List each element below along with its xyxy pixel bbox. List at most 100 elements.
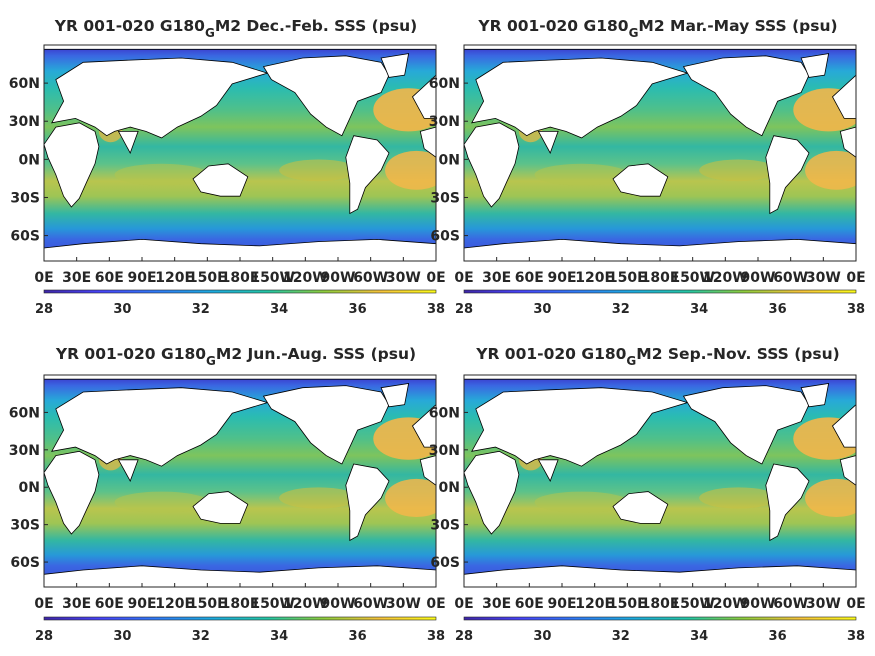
colorbar-tick-label: 32 [192, 302, 210, 317]
x-tick-label: 150W [250, 596, 295, 612]
land-africa [44, 450, 100, 535]
x-tick-label: 30E [482, 596, 511, 612]
x-tick-label: 120W [283, 270, 328, 286]
x-tick-label: 150W [670, 270, 715, 286]
land-greenland [380, 53, 410, 78]
y-tick-label: 60S [10, 555, 40, 571]
land-greenland [800, 53, 830, 78]
x-tick-label: 150W [670, 596, 715, 612]
colorbar [463, 289, 857, 294]
land-arctic_n [44, 45, 436, 50]
land-mask [44, 375, 436, 587]
colorbar [43, 616, 437, 621]
y-tick-label: 60N [429, 76, 460, 92]
colorbar [463, 616, 857, 621]
land-europe_w [831, 404, 856, 448]
land-samerica [765, 463, 810, 542]
y-tick-label: 30N [429, 114, 460, 130]
x-tick-label: 120E [155, 270, 194, 286]
land-mask [44, 45, 436, 261]
colorbar-tick-label: 34 [690, 629, 708, 644]
x-tick-label: 0E [426, 596, 445, 612]
panel-4: YR 001-020 G180GM2 Sep.-Nov. SSS (psu) 60… [429, 345, 866, 644]
x-tick-label: 30E [482, 270, 511, 286]
colorbar-tick-label: 28 [455, 629, 473, 644]
x-tick-label: 0E [454, 270, 473, 286]
x-tick-label: 120W [703, 270, 748, 286]
land-europe_w [411, 404, 436, 448]
land-mask [464, 45, 856, 261]
land-africa_e [419, 126, 436, 158]
colorbar-tick-label: 32 [192, 629, 210, 644]
land-namerica [682, 55, 810, 137]
x-tick-label: 90W [321, 596, 356, 612]
land-africa [44, 122, 100, 208]
x-tick-label: 90E [547, 270, 576, 286]
colorbar-tick-label: 28 [35, 629, 53, 644]
colorbar-tick-label: 36 [769, 302, 787, 317]
land-india [537, 130, 559, 154]
land-antarctica [44, 238, 436, 261]
land-greenland [380, 383, 410, 408]
panel-title: YR 001-020 G180GM2 Jun.-Aug. SSS (psu) [55, 345, 416, 368]
y-tick-label: 60S [430, 229, 460, 245]
colorbar-tick-label: 38 [847, 302, 865, 317]
x-tick-label: 90E [127, 596, 156, 612]
colorbar-tick-label: 30 [533, 302, 551, 317]
colorbar-tick-label: 30 [113, 629, 131, 644]
colorbar-tick-label: 30 [113, 302, 131, 317]
x-tick-label: 60E [515, 270, 544, 286]
x-tick-label: 150E [608, 596, 647, 612]
colorbar-tick-label: 36 [349, 629, 367, 644]
y-tick-label: 30N [9, 114, 40, 130]
y-tick-label: 0N [19, 152, 40, 168]
colorbar-tick-label: 30 [533, 629, 551, 644]
x-tick-label: 30W [806, 270, 841, 286]
land-africa [464, 450, 520, 535]
land-eurasia [51, 57, 269, 139]
panel-2: YR 001-020 G180GM2 Mar.-May SSS (psu) 60N… [429, 17, 866, 317]
land-antarctica [464, 238, 856, 261]
land-africa [464, 122, 520, 208]
y-tick-label: 0N [19, 480, 40, 496]
land-arctic_n [464, 45, 856, 50]
x-tick-label: 0E [34, 270, 53, 286]
x-tick-label: 120E [155, 596, 194, 612]
land-india [537, 459, 559, 482]
land-australia [192, 491, 249, 524]
x-tick-label: 0E [846, 270, 865, 286]
x-tick-label: 90E [547, 596, 576, 612]
x-tick-label: 150E [188, 596, 227, 612]
salinity-patches [98, 88, 436, 190]
x-tick-label: 120E [575, 270, 614, 286]
land-australia [192, 163, 249, 197]
land-eurasia [51, 387, 269, 467]
colorbar-tick-label: 38 [427, 302, 445, 317]
panel-title: YR 001-020 G180GM2 Mar.-May SSS (psu) [477, 17, 837, 40]
y-tick-label: 60S [430, 555, 460, 571]
x-tick-label: 180E [641, 270, 680, 286]
land-namerica [262, 385, 390, 465]
colorbar-tick-label: 36 [769, 629, 787, 644]
x-tick-label: 60W [773, 596, 808, 612]
colorbar-tick-label: 38 [847, 629, 865, 644]
y-tick-label: 60N [9, 76, 40, 92]
x-tick-label: 90W [741, 270, 776, 286]
x-tick-label: 60E [515, 596, 544, 612]
colorbar-tick-label: 38 [427, 629, 445, 644]
land-samerica [345, 135, 390, 215]
y-tick-label: 30S [10, 518, 40, 534]
land-antarctica [44, 565, 436, 587]
x-tick-label: 0E [454, 596, 473, 612]
x-tick-label: 60E [95, 596, 124, 612]
land-europe_w [411, 74, 436, 119]
x-tick-label: 60W [773, 270, 808, 286]
land-samerica [345, 463, 390, 542]
colorbar-tick-label: 32 [612, 302, 630, 317]
panel-title: YR 001-020 G180GM2 Dec.-Feb. SSS (psu) [54, 17, 417, 40]
land-arctic_n [44, 375, 436, 380]
y-tick-label: 30S [10, 190, 40, 206]
y-tick-label: 30N [9, 443, 40, 459]
y-tick-label: 30N [429, 443, 460, 459]
